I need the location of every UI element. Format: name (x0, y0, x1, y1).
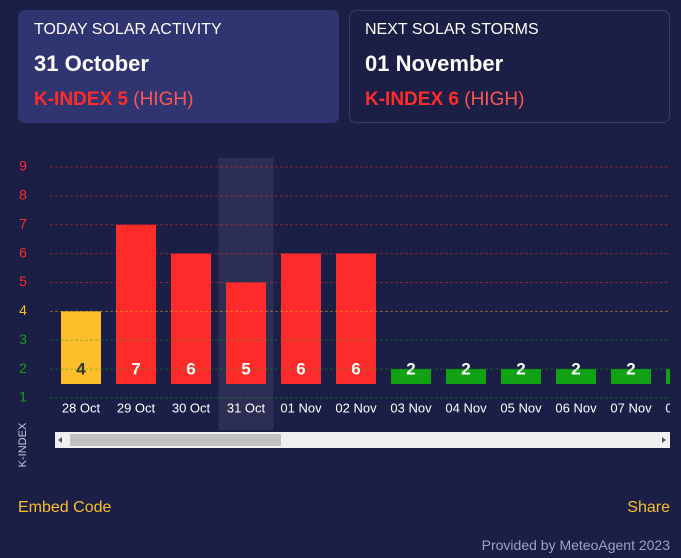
value-label: 6 (186, 359, 195, 378)
today-card: TODAY SOLAR ACTIVITY 31 October K-INDEX … (18, 10, 339, 123)
x-tick-label: 07 Nov (610, 400, 652, 415)
y-tick-label: 8 (19, 187, 27, 203)
y-tick-label: 4 (19, 302, 27, 318)
bar (556, 369, 596, 384)
bar (391, 369, 431, 384)
y-tick-label: 6 (19, 244, 27, 260)
scroll-thumb[interactable] (70, 434, 281, 446)
x-tick-label: 03 Nov (390, 400, 432, 415)
bar (61, 311, 101, 384)
value-label: 2 (516, 359, 525, 378)
bar (611, 369, 651, 384)
x-tick-label: 08 Nov (665, 400, 681, 415)
x-tick-label: 04 Nov (445, 400, 487, 415)
bar (446, 369, 486, 384)
bar (226, 282, 266, 384)
bar (281, 253, 321, 384)
bar (171, 253, 211, 384)
y-tick-label: 2 (19, 360, 27, 376)
y-tick-label: 9 (19, 158, 27, 174)
x-tick-label: 06 Nov (555, 400, 597, 415)
bar (336, 253, 376, 384)
value-label: 4 (76, 359, 86, 378)
card-index: K-INDEX 6 (HIGH) (365, 89, 654, 111)
x-tick-label: 30 Oct (172, 400, 211, 415)
card-heading: NEXT SOLAR STORMS (365, 21, 539, 38)
card-index: K-INDEX 5 (HIGH) (34, 89, 323, 111)
y-tick-label: 1 (19, 389, 27, 405)
level: (HIGH) (464, 89, 525, 110)
bar (116, 224, 156, 384)
credit: Provided by MeteoAgent 2023 (481, 537, 670, 553)
card-date: 01 November (365, 51, 504, 76)
value-label: 6 (296, 359, 305, 378)
x-tick-label: 31 Oct (227, 400, 266, 415)
share-link[interactable]: Share (627, 499, 670, 516)
x-tick-label: 28 Oct (62, 400, 101, 415)
x-tick-label: 01 Nov (280, 400, 322, 415)
next-card: NEXT SOLAR STORMS 01 November K-INDEX 6 … (349, 10, 670, 123)
bar (666, 369, 670, 384)
embed-link[interactable]: Embed Code (18, 499, 112, 516)
value-label: 5 (241, 359, 250, 378)
value-label: 2 (626, 359, 635, 378)
k-index: K-INDEX 5 (34, 89, 128, 110)
y-axis-label: K-INDEX (17, 422, 29, 467)
value-label: 2 (571, 359, 580, 378)
x-tick-label: 05 Nov (500, 400, 542, 415)
value-label: 7 (131, 359, 140, 378)
value-label: 2 (406, 359, 415, 378)
bar (501, 369, 541, 384)
card-date: 31 October (34, 51, 149, 76)
x-tick-label: 02 Nov (335, 400, 377, 415)
card-heading: TODAY SOLAR ACTIVITY (34, 21, 222, 38)
x-tick-label: 29 Oct (117, 400, 156, 415)
plot-area: 4 28 Oct 7 29 Oct 6 30 Oct 5 31 Oct 6 01 Nov 6 02 N… (61, 158, 681, 430)
y-tick-label: 3 (19, 331, 27, 347)
value-label: 6 (351, 359, 360, 378)
value-label: 2 (461, 359, 470, 378)
level: (HIGH) (133, 89, 194, 110)
y-tick-label: 7 (19, 215, 27, 231)
y-tick-label: 5 (19, 273, 27, 289)
k-index: K-INDEX 6 (365, 89, 459, 110)
